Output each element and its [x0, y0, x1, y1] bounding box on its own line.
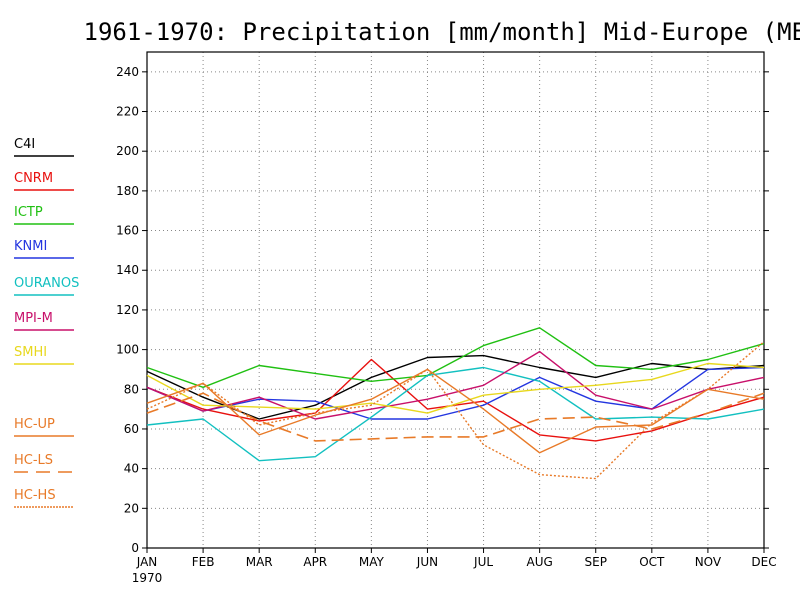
x-tick-label: APR [303, 555, 327, 569]
series-line-mpi-m [146, 350, 765, 420]
x-tick-label: JAN [136, 555, 158, 569]
legend-label-smhi: SMHI [14, 345, 47, 360]
series-line-hc-hs [146, 341, 765, 480]
legend-label-hc-hs: HC-HS [14, 488, 56, 503]
series-line-cnrm [146, 358, 765, 442]
legend-label-ictp: ICTP [14, 205, 43, 220]
legend-label-mpi-m: MPI-M [14, 311, 53, 326]
series-line-ouranos [146, 366, 765, 462]
y-tick-label: 60 [124, 422, 139, 436]
series-lines [146, 327, 765, 480]
y-tick-label: 200 [116, 144, 139, 158]
chart-title: 1961-1970: Precipitation [mm/month] Mid-… [84, 18, 800, 46]
y-tick-label: 40 [124, 462, 139, 476]
legend: C4I CNRM ICTP KNMI OURANOS MPI-M SMHI HC-UP HC-L… [14, 137, 79, 508]
legend-label-c4i: C4I [14, 137, 35, 152]
legend-label-hc-up: HC-UP [14, 417, 55, 432]
series-line-hc-ls [146, 392, 765, 442]
grid [147, 52, 764, 548]
y-tick-label: 100 [116, 343, 139, 357]
axes: 0 20 40 60 80 100 120 140 160 180 200 220 240 JAN FEB M… [116, 51, 777, 569]
legend-label-knmi: KNMI [14, 239, 47, 254]
y-tick-label: 160 [116, 224, 139, 238]
series-line-c4i [146, 354, 765, 420]
series-line-ictp [146, 327, 765, 388]
x-tick-label: MAY [359, 555, 385, 569]
y-tick-label: 220 [116, 105, 139, 119]
y-tick-label: 180 [116, 184, 139, 198]
series-line-smhi [146, 362, 765, 414]
x-tick-label: AUG [526, 555, 552, 569]
y-tick-label: 240 [116, 65, 139, 79]
y-tick-label: 0 [131, 541, 139, 555]
x-tick-label: JUN [416, 555, 438, 569]
x-tick-label: SEP [585, 555, 607, 569]
x-tick-label: NOV [695, 555, 722, 569]
y-tick-label: 80 [124, 382, 139, 396]
x-tick-label: FEB [192, 555, 215, 569]
legend-label-hc-ls: HC-LS [14, 453, 53, 468]
x-tick-label: DEC [751, 555, 776, 569]
x-tick-label: OCT [639, 555, 665, 569]
series-line-knmi [146, 366, 765, 420]
x-tick-label: MAR [246, 555, 273, 569]
series-line-hc-up [146, 368, 765, 454]
x-year-label: 1970 [132, 571, 163, 585]
legend-label-cnrm: CNRM [14, 171, 53, 186]
y-tick-label: 120 [116, 303, 139, 317]
plot-frame [146, 51, 765, 549]
y-tick-label: 140 [116, 263, 139, 277]
x-tick-label: JUL [473, 555, 493, 569]
legend-label-ouranos: OURANOS [14, 276, 79, 291]
y-tick-label: 20 [124, 501, 139, 515]
